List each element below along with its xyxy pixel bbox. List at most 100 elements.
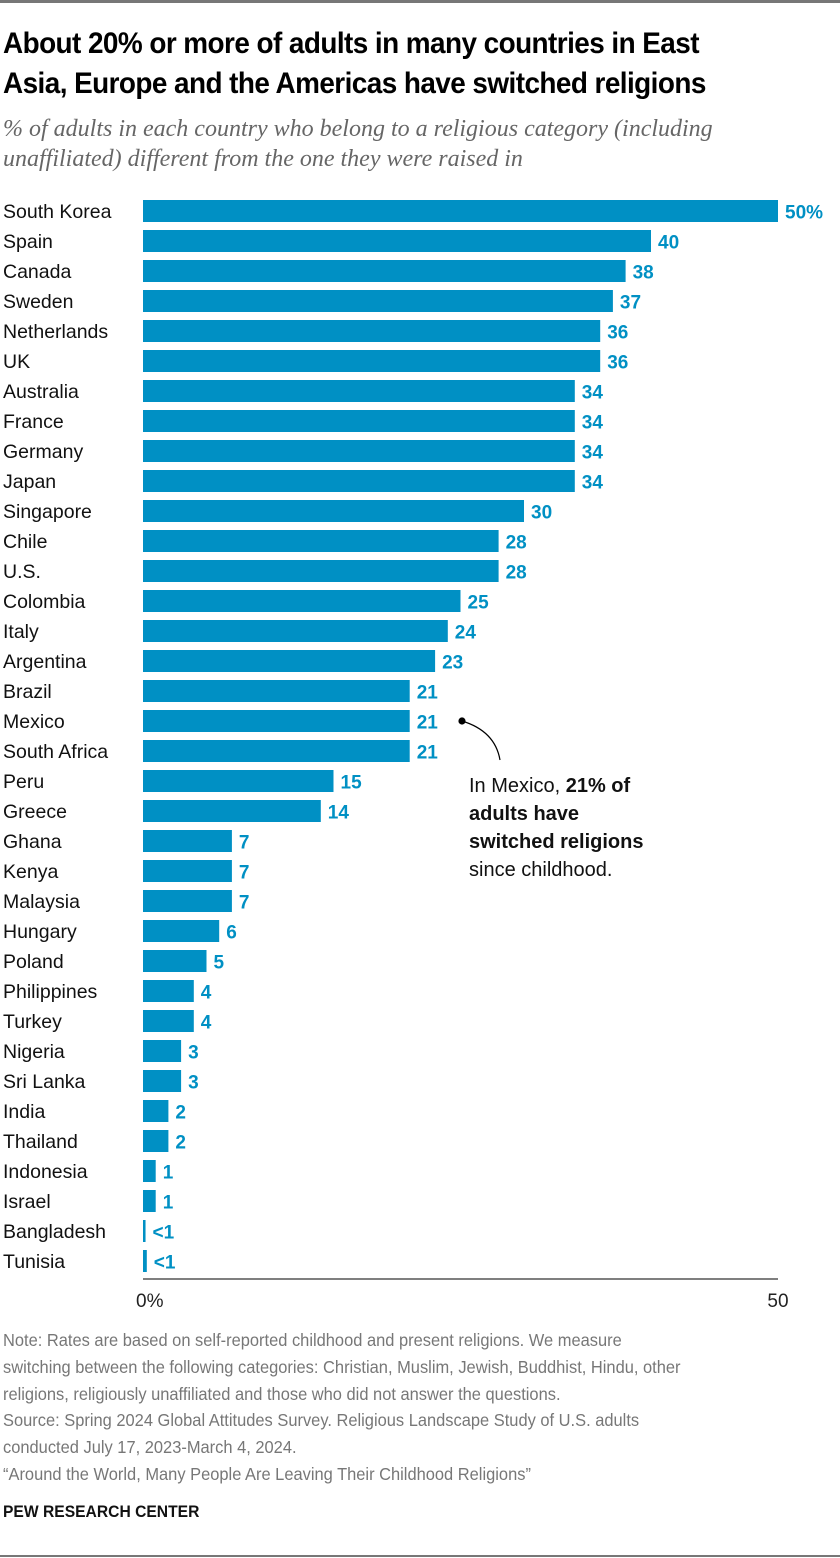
top-rule (0, 0, 840, 3)
bar (143, 1100, 169, 1122)
bar-row: Brazil 21 (3, 680, 438, 704)
bar (143, 1160, 156, 1182)
category-label: Brazil (3, 681, 52, 703)
value-label: 6 (226, 923, 237, 944)
bar (143, 740, 410, 762)
bar-row: South Korea 50% (3, 200, 823, 224)
category-label: Poland (3, 951, 64, 973)
bar (143, 410, 575, 432)
source-line-2: conducted July 17, 2023-March 4, 2024. (3, 1437, 297, 1458)
bar-row: Mexico 21 (3, 710, 438, 734)
bar (143, 950, 207, 972)
bar-row: Thailand 2 (3, 1130, 186, 1154)
bar (143, 770, 334, 792)
value-label: 34 (582, 443, 604, 464)
value-label: 38 (633, 263, 654, 284)
value-label: <1 (153, 1223, 175, 1244)
value-label: 34 (582, 383, 604, 404)
bar (143, 470, 575, 492)
bar (143, 890, 232, 912)
value-label: 28 (506, 563, 527, 584)
value-label: 3 (188, 1043, 199, 1064)
bar-row: Ghana 7 (3, 830, 249, 854)
chart-title: About 20% or more of adults in many coun… (3, 24, 780, 104)
category-label: Thailand (3, 1131, 78, 1153)
value-label: 2 (175, 1133, 186, 1154)
bar (143, 1190, 156, 1212)
bar (143, 230, 651, 252)
bar-row: Singapore 30 (3, 500, 552, 524)
value-label: 34 (582, 473, 604, 494)
category-label: Hungary (3, 921, 77, 943)
bottom-rule (0, 1555, 840, 1557)
bar-row: Poland 5 (3, 950, 225, 974)
value-label: 4 (201, 1013, 212, 1034)
bar-row: Tunisia <1 (3, 1250, 176, 1274)
bar-row: Australia 34 (3, 380, 603, 404)
bar-row: Argentina 23 (3, 650, 463, 674)
bar-row: Sri Lanka 3 (3, 1070, 199, 1094)
value-label: 1 (163, 1193, 174, 1214)
annotation-text-2: since childhood. (469, 859, 613, 881)
mexico-annotation: In Mexico, 21% of adults have switched r… (469, 772, 709, 884)
chart-subtitle: % of adults in each country who belong t… (3, 114, 833, 174)
value-label: 21 (417, 743, 439, 764)
category-label: Netherlands (3, 321, 108, 343)
bar-row: Indonesia 1 (3, 1160, 174, 1184)
bar-row: Bangladesh <1 (3, 1220, 175, 1244)
category-label: Ghana (3, 831, 62, 853)
category-label: Tunisia (3, 1251, 65, 1273)
bar-row: Greece 14 (3, 800, 349, 824)
category-label: Peru (3, 771, 44, 793)
bar-chart: South Korea 50% Spain 40 Canada 38 Sweden 37 Net… (3, 200, 823, 1312)
bar-row: France 34 (3, 410, 603, 434)
bar (143, 560, 499, 582)
bar (143, 920, 220, 942)
bar-rows: South Korea 50% Spain 40 Canada 38 Sweden 37 Net… (3, 200, 823, 1274)
bar (143, 380, 575, 402)
category-label: Colombia (3, 591, 86, 613)
category-label: South Africa (3, 741, 108, 763)
value-label: 28 (506, 533, 527, 554)
category-label: Israel (3, 1191, 51, 1213)
category-label: Philippines (3, 981, 98, 1003)
x-tick-label: 0% (136, 1291, 164, 1312)
annotation-callout (458, 717, 501, 761)
bar (143, 620, 448, 642)
category-label: Spain (3, 231, 53, 253)
bar (143, 320, 601, 342)
bar-row: Canada 38 (3, 260, 654, 284)
annotation-bold-2: adults have (469, 803, 580, 825)
bar-row: U.S. 28 (3, 560, 527, 584)
value-label: 23 (442, 653, 463, 674)
footnote: Note: Rates are based on self-reported c… (3, 1327, 783, 1488)
bar-row: Hungary 6 (3, 920, 237, 944)
value-label: 36 (607, 323, 628, 344)
bar-row: Sweden 37 (3, 290, 641, 314)
bar-row: Philippines 4 (3, 980, 212, 1004)
value-label: 21 (417, 683, 439, 704)
value-label: 14 (328, 803, 350, 824)
bar (143, 350, 601, 372)
bar (143, 290, 613, 312)
x-tick-label: 50 (767, 1291, 788, 1312)
x-axis-ticks: 0% 50 (136, 1291, 789, 1312)
bar-row: South Africa 21 (3, 740, 438, 764)
bar (143, 1250, 147, 1272)
bar-row: Italy 24 (3, 620, 476, 644)
bar-row: Spain 40 (3, 230, 679, 254)
value-label: 5 (214, 953, 225, 974)
category-label: Singapore (3, 501, 92, 523)
value-label: <1 (154, 1253, 176, 1274)
bar-row: Chile 28 (3, 530, 527, 554)
value-label: 21 (417, 713, 439, 734)
bar-row: India 2 (3, 1100, 186, 1124)
value-label: 1 (163, 1163, 174, 1184)
value-label: 34 (582, 413, 604, 434)
annotation-bold-3: switched religions (469, 831, 644, 853)
category-label: Kenya (3, 861, 58, 883)
value-label: 4 (201, 983, 212, 1004)
bar (143, 1130, 169, 1152)
bar (143, 260, 626, 282)
report-title: “Around the World, Many People Are Leavi… (3, 1463, 531, 1484)
